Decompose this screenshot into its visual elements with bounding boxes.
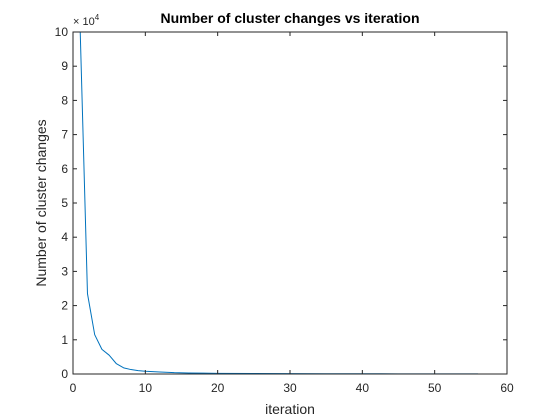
y-exponent-label: × 104 [73, 13, 100, 28]
y-tick-label: 5 [61, 196, 68, 210]
y-axis-label: Number of cluster changes [33, 119, 49, 286]
y-tick-label: 8 [61, 93, 68, 107]
y-exponent-base: × 10 [73, 16, 95, 28]
y-tick-label: 9 [61, 59, 68, 73]
x-tick-label: 20 [211, 381, 225, 395]
x-tick-label: 30 [283, 381, 297, 395]
x-tick-label: 60 [500, 381, 514, 395]
y-tick-label: 7 [61, 128, 68, 142]
y-tick-label: 3 [61, 264, 68, 278]
x-tick-label: 0 [70, 381, 77, 395]
x-tick-label: 50 [428, 381, 442, 395]
plot-area [73, 32, 507, 374]
x-tick-label: 40 [356, 381, 370, 395]
y-tick-label: 10 [55, 25, 69, 39]
y-tick-label: 6 [61, 162, 68, 176]
x-tick-label: 10 [139, 381, 153, 395]
y-tick-label: 2 [61, 299, 68, 313]
y-exponent-power: 4 [95, 13, 100, 22]
y-tick-label: 4 [61, 230, 68, 244]
chart-title: Number of cluster changes vs iteration [160, 10, 419, 26]
y-tick-label: 0 [61, 367, 68, 381]
x-axis-label: iteration [265, 401, 315, 417]
y-tick-label: 1 [61, 333, 68, 347]
ticks-layer: 0 10 20 30 40 50 60 0 1 2 3 4 5 6 7 8 9 10 [55, 25, 514, 395]
